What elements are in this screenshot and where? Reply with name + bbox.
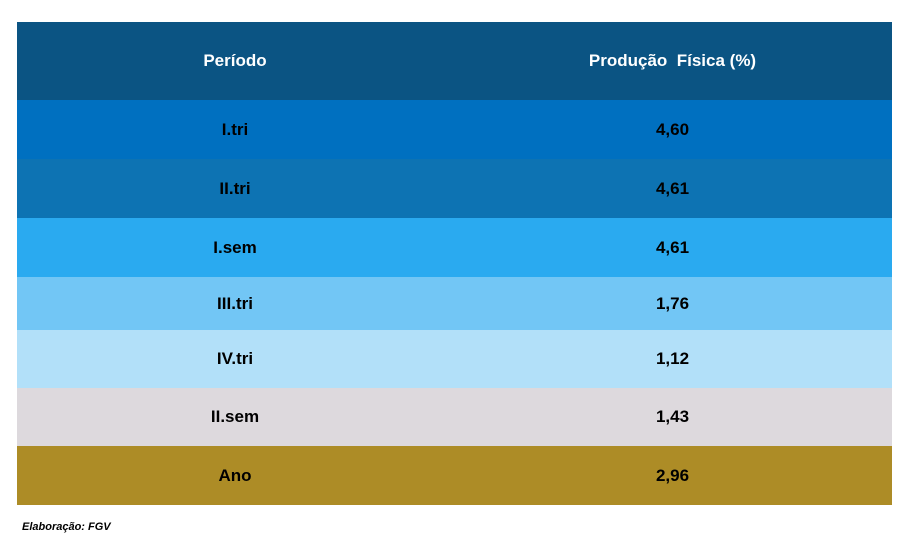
table-row: I.sem 4,61: [17, 218, 892, 277]
cell-producao-fisica: 2,96: [655, 465, 690, 485]
cell-periodo: Ano: [218, 465, 252, 485]
cell-producao-fisica: 1,43: [655, 407, 690, 426]
source-note: Elaboração: FGV: [22, 521, 111, 533]
cell-periodo: IV.tri: [216, 349, 254, 368]
table-row: IV.tri 1,12: [17, 330, 892, 388]
table-row: I.tri 4,60: [17, 100, 892, 159]
table-row: II.tri 4,61: [17, 159, 892, 218]
table-row: II.sem 1,43: [17, 388, 892, 446]
cell-periodo: I.tri: [221, 119, 249, 139]
table-row: III.tri 1,76: [17, 277, 892, 330]
cell-producao-fisica: 1,76: [655, 293, 690, 313]
cell-producao-fisica: 4,61: [655, 237, 690, 257]
cell-periodo: III.tri: [217, 293, 253, 313]
table-body: I.tri 4,60 II.tri 4,61 I.sem 4,61 III.tri 1,76 I…: [17, 100, 892, 505]
cell-producao-fisica: 4,61: [655, 178, 690, 198]
cell-periodo: I.sem: [213, 237, 257, 257]
cell-periodo: II.sem: [210, 407, 260, 426]
table-row: Ano 2,96: [17, 446, 892, 505]
cell-producao-fisica: 4,60: [655, 119, 690, 139]
header-periodo: Período: [203, 51, 267, 70]
cell-periodo: II.tri: [219, 178, 251, 198]
table-header: Período Produção Física (%): [17, 22, 892, 100]
production-table: Período Produção Física (%) I.tri 4,60 II.…: [17, 22, 892, 505]
cell-producao-fisica: 1,12: [655, 349, 690, 368]
header-producao-fisica: Produção Física (%): [588, 51, 757, 70]
